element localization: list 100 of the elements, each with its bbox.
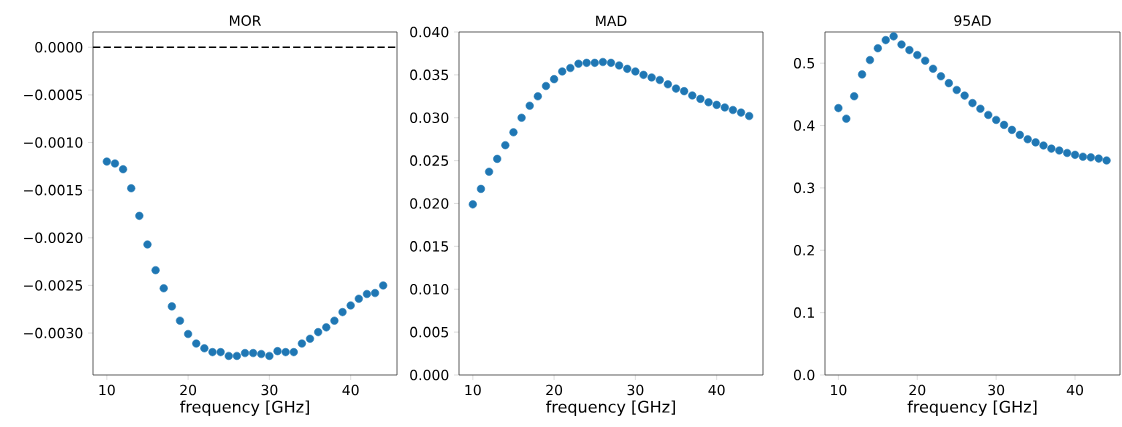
point <box>167 302 176 311</box>
point <box>175 316 185 325</box>
point <box>1063 148 1072 158</box>
x-tick-label: 10 <box>831 384 847 396</box>
point <box>265 351 274 360</box>
y-tick-label: 0.015 <box>410 241 449 252</box>
point <box>858 70 867 79</box>
point <box>297 339 306 348</box>
point <box>631 67 640 76</box>
point <box>362 289 371 299</box>
point <box>574 59 583 68</box>
point <box>1031 138 1040 147</box>
point <box>184 329 193 339</box>
point <box>913 51 922 60</box>
point <box>728 105 737 115</box>
y-tick-label: 0.5 <box>793 57 815 69</box>
y-tick-label: 0.4 <box>793 120 815 131</box>
point <box>1047 144 1056 153</box>
point <box>745 111 754 121</box>
point <box>936 72 946 81</box>
y-tick-label: 0.020 <box>410 198 449 209</box>
point <box>208 348 217 357</box>
point <box>639 70 648 79</box>
point <box>647 73 656 82</box>
point <box>249 349 258 358</box>
y-tick-label: −0.0025 <box>24 280 83 291</box>
y-tick-label: 0.030 <box>410 112 449 124</box>
point <box>305 334 315 343</box>
point <box>525 101 534 110</box>
y-tick-label: −0.0015 <box>24 184 83 196</box>
point <box>1023 135 1032 144</box>
x-axis-title: frequency [GHz] <box>180 400 309 416</box>
y-tick-label: 0.000 <box>410 369 449 381</box>
point <box>533 92 542 101</box>
y-tick-label: 0.005 <box>410 326 449 338</box>
y-tick-label: −0.0005 <box>24 89 83 101</box>
point <box>550 75 559 84</box>
point <box>1039 141 1048 150</box>
x-tick-label: 10 <box>99 384 115 396</box>
point <box>558 67 567 76</box>
point <box>200 344 209 353</box>
point <box>960 91 969 100</box>
point <box>509 128 518 137</box>
point <box>873 44 882 53</box>
point <box>671 84 681 93</box>
point <box>257 349 266 359</box>
point <box>151 266 160 275</box>
x-tick-label: 30 <box>627 384 644 396</box>
x-tick-label: 30 <box>988 384 1005 396</box>
point <box>944 79 953 88</box>
point <box>119 165 128 174</box>
point <box>688 91 697 100</box>
point <box>224 351 233 360</box>
point <box>680 87 689 96</box>
point <box>468 200 477 209</box>
y-tick-label: −0.0030 <box>24 327 83 339</box>
point <box>273 347 282 356</box>
x-tick-label: 20 <box>546 384 563 396</box>
point <box>615 61 624 70</box>
point <box>322 323 331 332</box>
y-tick-label: 0.025 <box>410 155 449 166</box>
x-tick-label: 20 <box>909 384 926 396</box>
chart-title: MAD <box>596 15 627 26</box>
point <box>1070 150 1080 159</box>
point <box>897 40 906 49</box>
point <box>865 55 875 65</box>
point <box>159 284 168 293</box>
point <box>976 104 985 113</box>
y-tick-label: 0.0 <box>793 369 815 381</box>
point <box>240 349 250 358</box>
point <box>952 85 961 95</box>
point <box>928 64 938 73</box>
point <box>921 56 930 65</box>
y-tick-label: 0.040 <box>410 26 449 38</box>
point <box>1078 152 1087 161</box>
point <box>590 58 599 67</box>
point <box>354 294 363 303</box>
point <box>905 46 914 55</box>
point <box>485 167 494 176</box>
point <box>623 64 632 73</box>
point <box>541 81 551 91</box>
y-tick-label: −0.0020 <box>24 232 83 244</box>
y-tick-label: 0.1 <box>793 307 814 318</box>
y-tick-label: 0.010 <box>410 283 449 295</box>
point <box>999 120 1009 129</box>
point <box>1007 125 1017 134</box>
point <box>606 58 616 67</box>
point <box>1102 156 1111 165</box>
point <box>102 157 111 166</box>
x-tick-label: 40 <box>708 384 725 396</box>
point <box>346 301 355 310</box>
y-tick-label: 0.0000 <box>35 41 83 53</box>
point <box>984 110 993 120</box>
point <box>720 103 729 112</box>
point <box>216 348 225 357</box>
point <box>850 92 859 101</box>
point <box>289 348 298 357</box>
point <box>663 80 672 89</box>
x-tick-label: 40 <box>342 384 359 396</box>
point <box>582 58 591 67</box>
